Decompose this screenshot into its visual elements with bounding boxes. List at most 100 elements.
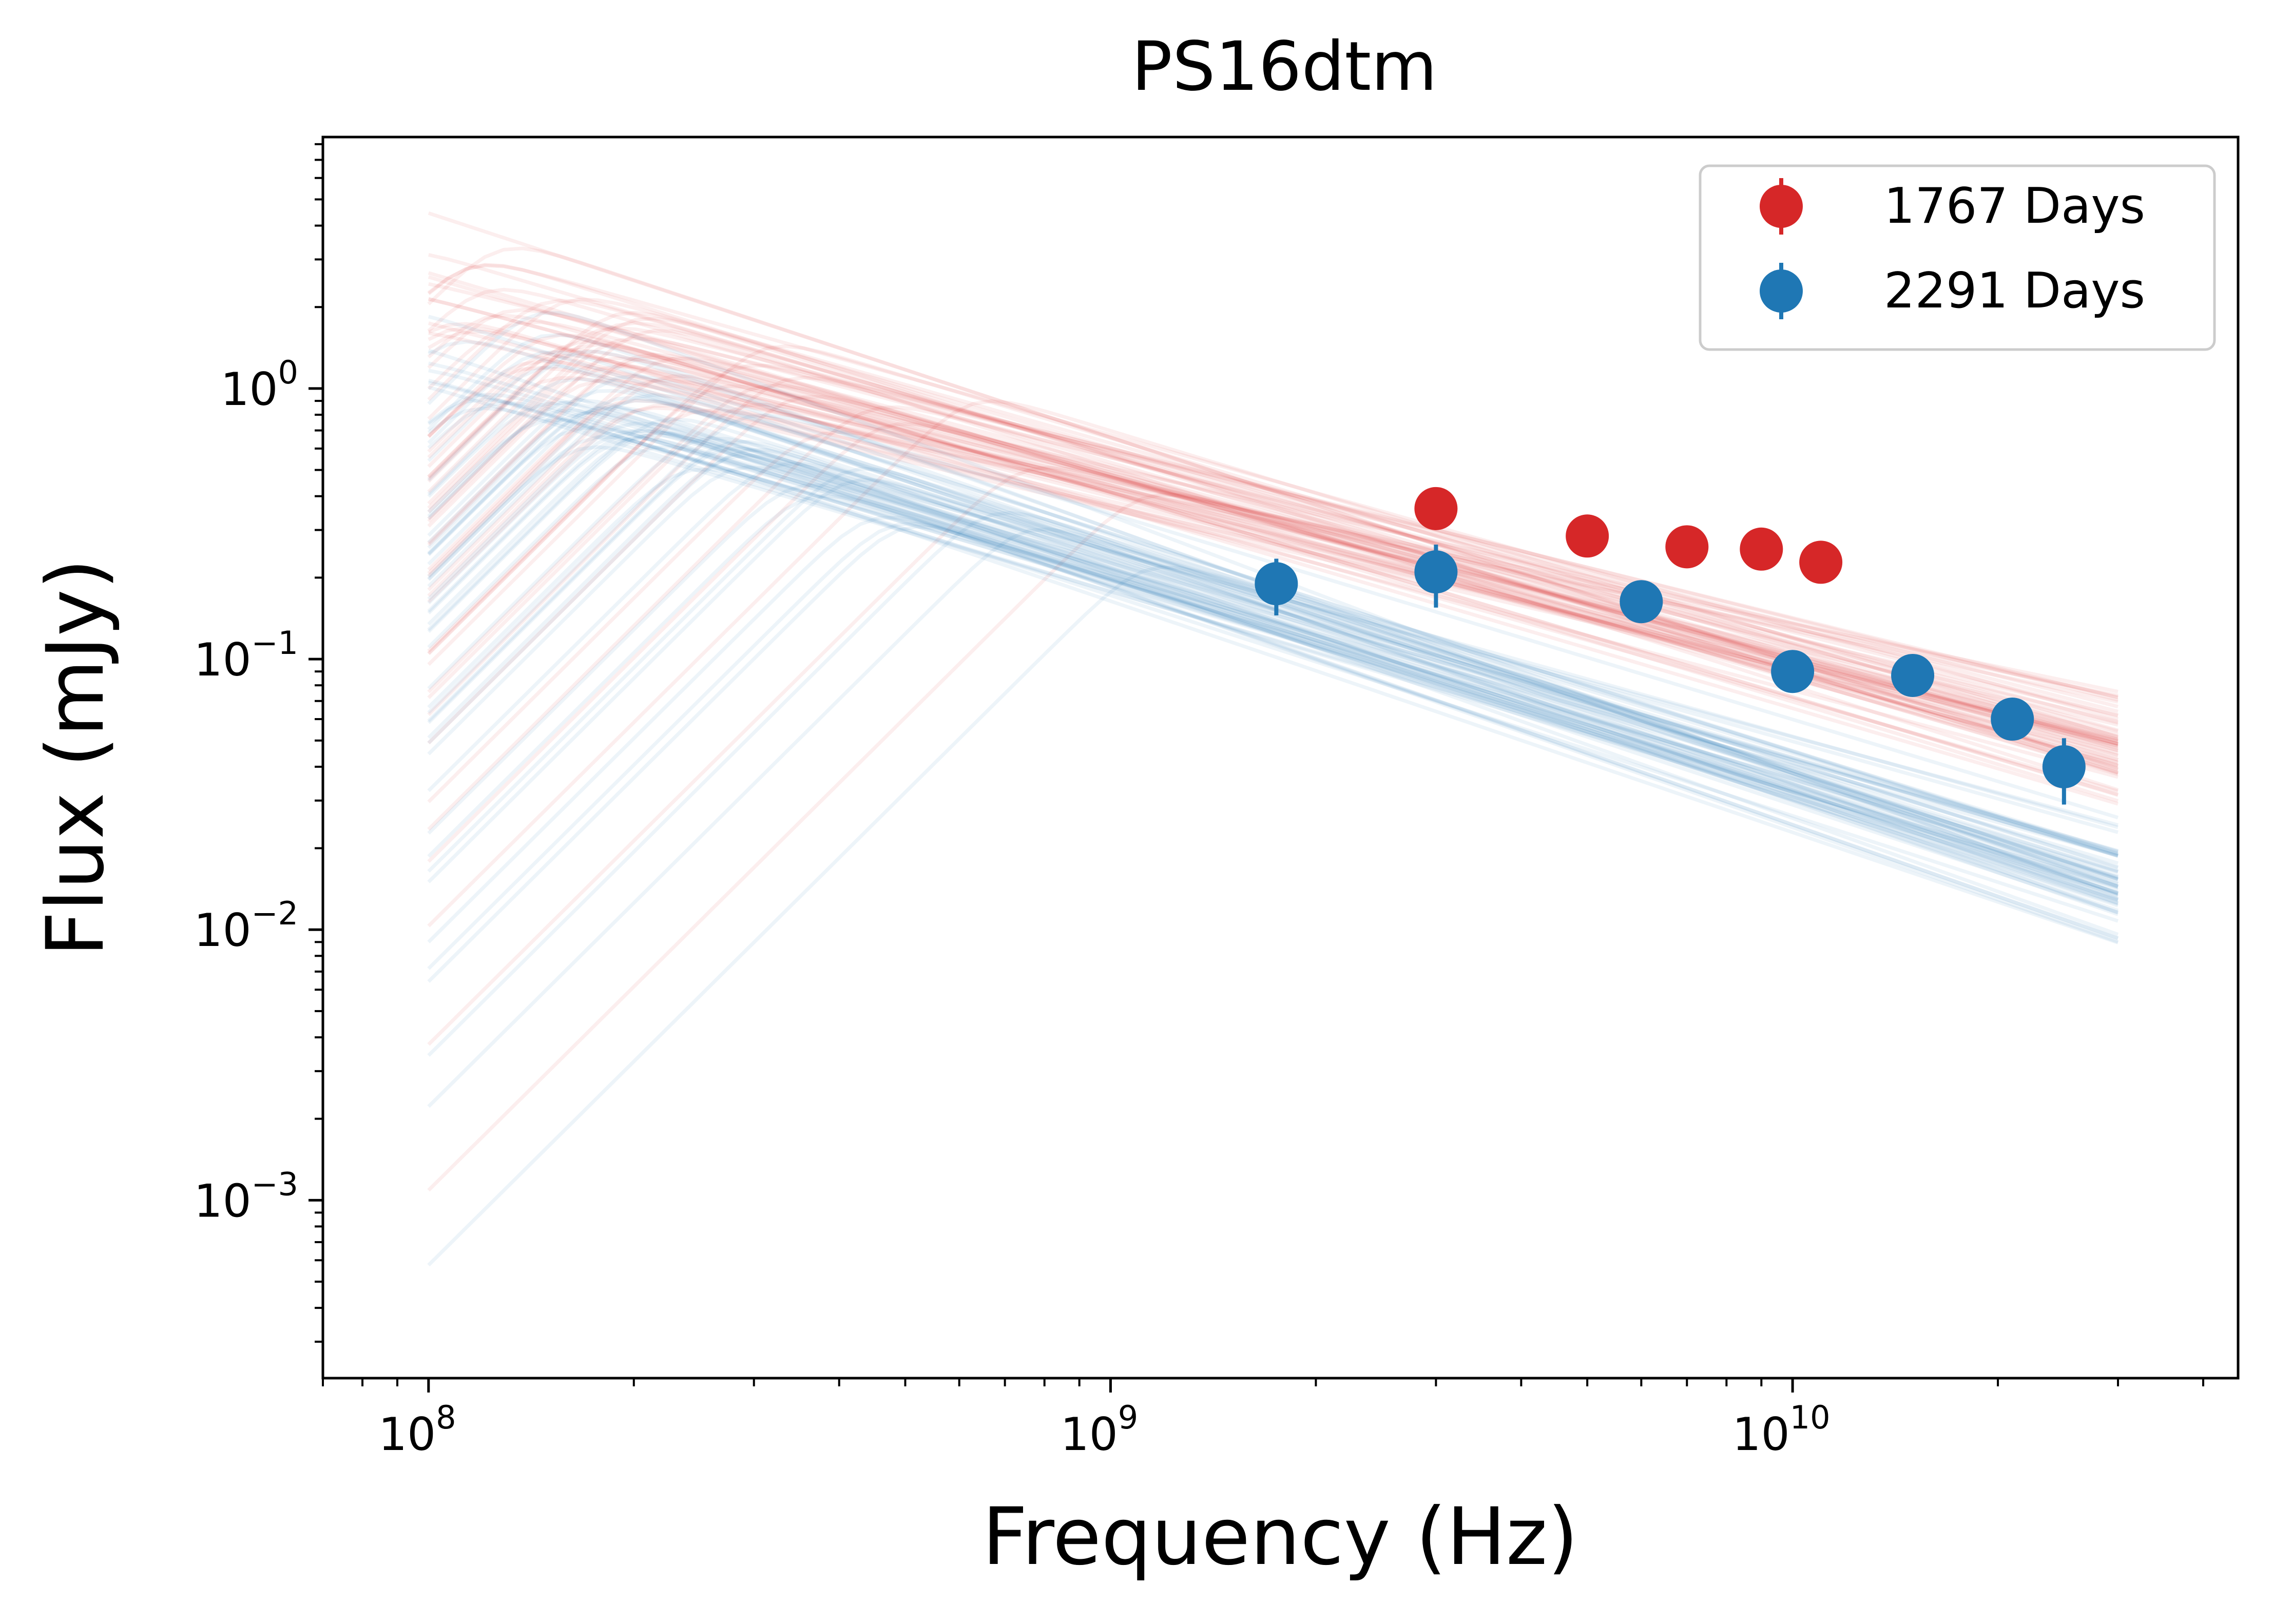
model-curve-1767-days bbox=[428, 297, 2118, 752]
data-point-1767-days bbox=[1566, 514, 1609, 558]
model-curve-2291-days bbox=[427, 418, 2118, 854]
model-curve-2291-days bbox=[427, 521, 2119, 970]
model-curve-2291-days bbox=[428, 385, 2119, 896]
model-curve-1767-days bbox=[427, 321, 2118, 739]
model-curve-1767-days bbox=[427, 375, 2118, 716]
model-curve-2291-days bbox=[427, 467, 2118, 874]
model-curve-1767-days bbox=[427, 316, 2118, 746]
model-curve-1767-days bbox=[427, 354, 2118, 740]
model-curve-1767-days bbox=[427, 340, 2119, 797]
model-curve-1767-days bbox=[428, 253, 2119, 757]
model-curve-1767-days bbox=[428, 271, 2119, 777]
model-curve-1767-days bbox=[427, 405, 2118, 831]
data-point-1767-days bbox=[1414, 487, 1458, 530]
model-curve-2291-days bbox=[428, 381, 2119, 888]
model-curve-1767-days bbox=[427, 359, 2118, 704]
model-curve-2291-days bbox=[427, 400, 2119, 888]
data-point-2291-days bbox=[1414, 550, 1458, 594]
model-curve-2291-days bbox=[427, 409, 2119, 881]
model-curve-1767-days bbox=[427, 399, 2119, 927]
model-curve-1767-days bbox=[427, 297, 2118, 732]
model-curve-2291-days bbox=[428, 378, 2119, 892]
chart-title: PS16dtm bbox=[1131, 27, 1437, 106]
model-curve-1767-days bbox=[427, 363, 2118, 702]
model-curve-2291-days bbox=[427, 433, 2119, 907]
model-curve-2291-days bbox=[427, 453, 2119, 901]
model-curve-1767-days bbox=[427, 466, 2118, 1046]
legend-box bbox=[1699, 164, 2216, 351]
model-curve-2291-days bbox=[427, 431, 2119, 897]
model-curve-1767-days bbox=[428, 297, 2118, 747]
model-curve-2291-days bbox=[427, 406, 2118, 858]
model-curve-1767-days bbox=[427, 313, 2119, 803]
model-curve-1767-days bbox=[427, 342, 2118, 749]
model-curve-2291-days bbox=[427, 439, 2119, 916]
model-curve-2291-days bbox=[427, 445, 2118, 890]
model-curve-2291-days bbox=[427, 515, 2119, 943]
model-curve-1767-days bbox=[427, 353, 2118, 762]
model-curve-1767-days bbox=[427, 398, 2118, 743]
model-curve-2291-days bbox=[427, 405, 2119, 878]
legend-label-2291-days: 2291 Days bbox=[1884, 263, 2145, 319]
plot-frame bbox=[321, 136, 2240, 1380]
legend-marker-1767-days bbox=[1760, 185, 1803, 228]
model-curve-2291-days bbox=[427, 435, 2119, 944]
model-curve-2291-days bbox=[427, 410, 2119, 944]
model-curve-1767-days bbox=[427, 364, 2118, 718]
model-curve-2291-days bbox=[427, 483, 2119, 873]
model-curve-2291-days bbox=[427, 465, 2119, 915]
legend-markers bbox=[1760, 178, 1803, 319]
model-curve-1767-days bbox=[427, 356, 2118, 733]
model-curve-1767-days bbox=[427, 320, 2118, 746]
model-curve-1767-days bbox=[427, 246, 2119, 772]
model-curve-2291-days bbox=[427, 397, 2119, 923]
model-curve-2291-days bbox=[428, 369, 2118, 853]
model-curve-1767-days bbox=[427, 402, 2118, 764]
model-curve-2291-days bbox=[427, 448, 2119, 895]
model-curve-1767-days bbox=[427, 384, 2118, 768]
data-point-1767-days bbox=[1740, 527, 1783, 571]
model-curve-2291-days bbox=[428, 349, 2119, 905]
data-point-1767-days bbox=[1799, 540, 1843, 584]
model-curve-2291-days bbox=[427, 445, 2119, 895]
model-curve-1767-days bbox=[428, 326, 2118, 793]
model-curve-1767-days bbox=[427, 493, 2118, 1192]
model-curve-1767-days bbox=[427, 376, 2118, 742]
model-curve-1767-days bbox=[427, 308, 2118, 768]
model-curve-1767-days bbox=[428, 330, 2118, 758]
model-curve-1767-days bbox=[427, 287, 2118, 762]
model-curve-1767-days bbox=[427, 356, 2118, 771]
model-curve-2291-days bbox=[427, 398, 2119, 913]
model-curve-1767-days bbox=[428, 331, 2118, 727]
model-curve-1767-days bbox=[427, 422, 2118, 863]
model-curve-1767-days bbox=[427, 263, 2118, 721]
data-point-2291-days bbox=[1620, 580, 1663, 624]
model-curve-1767-days bbox=[427, 298, 2118, 751]
data-point-2291-days bbox=[2042, 745, 2086, 788]
legend-marker-2291-days bbox=[1760, 269, 1803, 313]
model-curve-1767-days bbox=[427, 395, 2118, 752]
model-curve-1767-days bbox=[428, 275, 2118, 776]
model-curve-2291-days bbox=[427, 407, 2119, 902]
model-curve-1767-days bbox=[427, 384, 2118, 742]
model-curve-2291-days bbox=[427, 447, 2119, 936]
model-curve-2291-days bbox=[428, 361, 2118, 865]
model-curve-1767-days bbox=[427, 263, 2119, 775]
model-curve-1767-days bbox=[427, 344, 2119, 743]
model-curve-1767-days bbox=[427, 374, 2118, 765]
model-curve-2291-days bbox=[427, 467, 2119, 915]
y-axis-label: Flux (mJy) bbox=[30, 558, 122, 957]
model-curve-2291-days bbox=[427, 436, 2119, 879]
model-curve-1767-days bbox=[428, 321, 2118, 755]
model-curve-1767-days bbox=[427, 336, 2118, 725]
model-curve-1767-days bbox=[427, 406, 2118, 748]
model-curve-1767-days bbox=[428, 211, 2119, 770]
model-curve-1767-days bbox=[427, 311, 2119, 775]
x-axis-label: Frequency (Hz) bbox=[982, 1491, 1578, 1583]
model-curve-1767-days bbox=[427, 378, 2118, 779]
model-curve-1767-days bbox=[427, 355, 2118, 748]
model-curve-1767-days bbox=[428, 322, 2118, 806]
data-point-2291-days bbox=[1771, 650, 1815, 693]
model-curve-2291-days bbox=[427, 478, 2119, 895]
